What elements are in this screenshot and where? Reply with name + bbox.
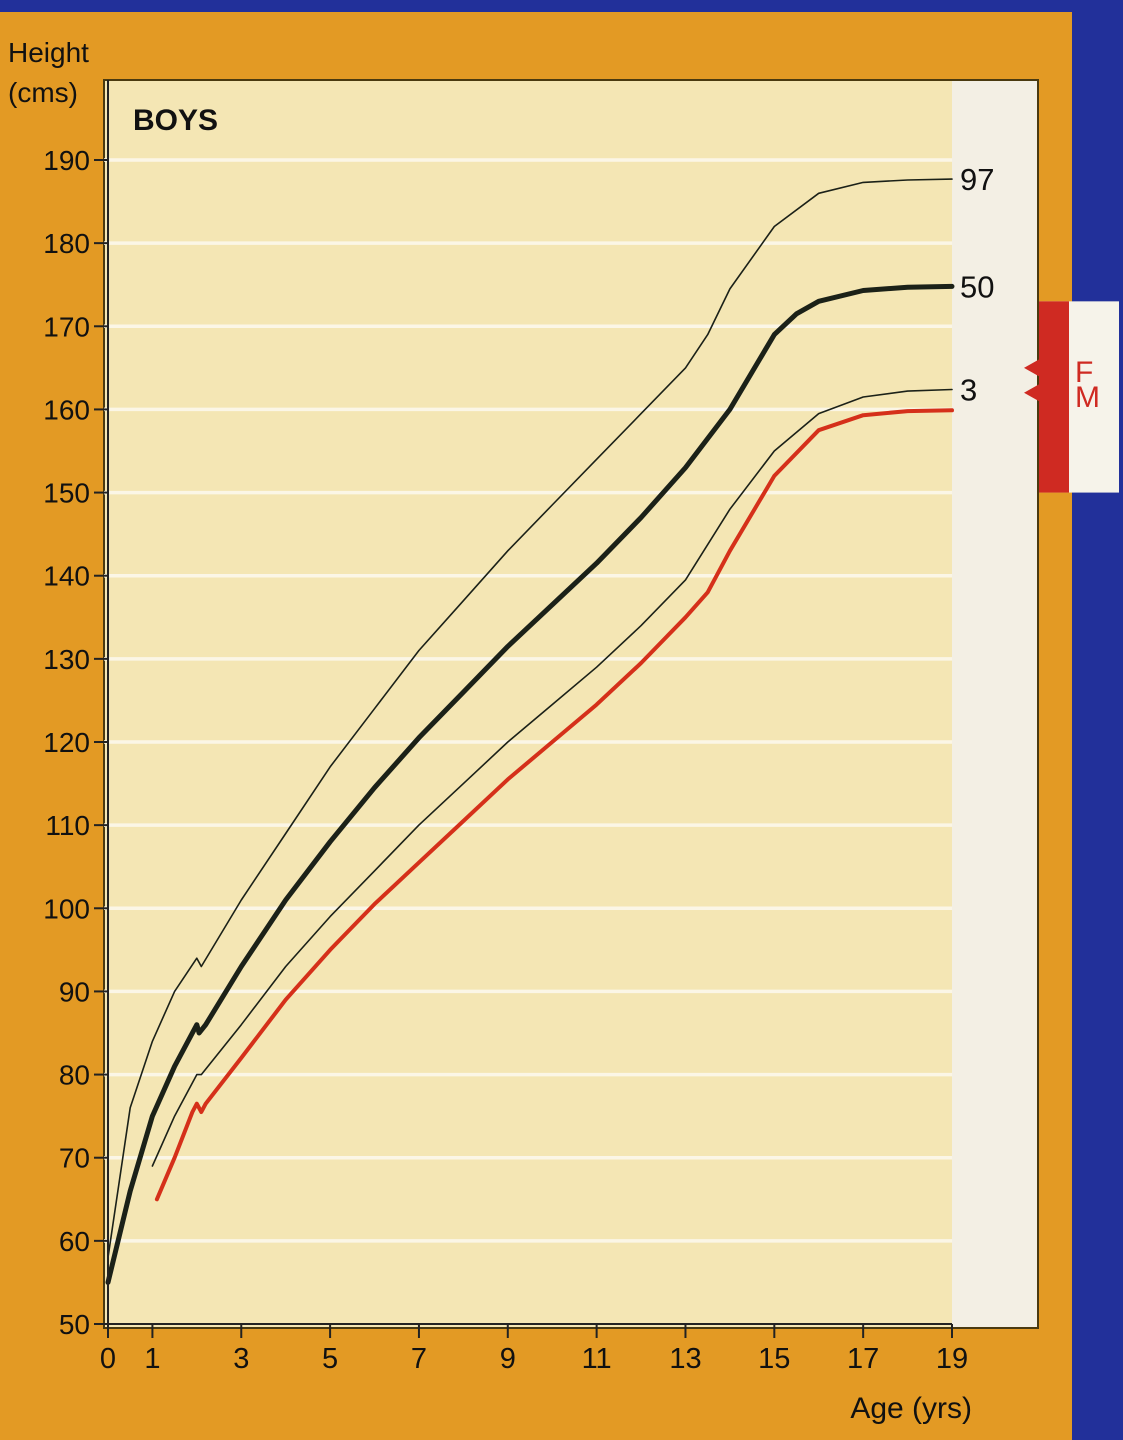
axes: 5060708090100110120130140150160170180190… bbox=[43, 80, 968, 1375]
series-line-red-3 bbox=[154, 408, 954, 1202]
y-tick-label: 130 bbox=[43, 644, 90, 675]
label-panel bbox=[952, 81, 1037, 1327]
x-tick-label: 0 bbox=[100, 1343, 116, 1375]
x-tick-label: 9 bbox=[500, 1343, 516, 1375]
curve-label-3: 3 bbox=[960, 372, 977, 407]
marker-bar bbox=[1039, 301, 1069, 493]
series-line-p50 bbox=[105, 283, 955, 1285]
y-tick-label: 120 bbox=[43, 727, 90, 758]
y-tick-label: 100 bbox=[43, 893, 90, 924]
x-tick-label: 3 bbox=[233, 1343, 249, 1375]
marker-notch bbox=[1024, 383, 1040, 402]
y-tick-label: 90 bbox=[59, 976, 90, 1007]
curve-labels: 97 50 3 bbox=[960, 162, 994, 407]
y-tick-label: 160 bbox=[43, 394, 90, 425]
y-axis-label: Height (cms) bbox=[8, 37, 89, 108]
x-tick-label: 13 bbox=[669, 1343, 701, 1375]
marker-label-F: F bbox=[1075, 356, 1093, 389]
gridlines bbox=[104, 158, 952, 1243]
y-tick-label: 60 bbox=[59, 1226, 90, 1257]
y-tick-label: 170 bbox=[43, 311, 90, 342]
y-tick-label: 80 bbox=[59, 1060, 90, 1091]
x-tick-label: 15 bbox=[758, 1343, 790, 1375]
x-tick-label: 7 bbox=[411, 1343, 427, 1375]
x-tick-label: 17 bbox=[847, 1343, 879, 1375]
x-tick-label: 19 bbox=[936, 1343, 968, 1375]
y-tick-label: 70 bbox=[59, 1143, 90, 1174]
parent-height-marker: FM bbox=[1024, 301, 1119, 493]
x-tick-label: 1 bbox=[144, 1343, 160, 1375]
chart-title: BOYS bbox=[133, 104, 218, 137]
y-tick-label: 50 bbox=[59, 1309, 90, 1340]
marker-notch bbox=[1024, 358, 1040, 377]
x-tick-label: 11 bbox=[582, 1343, 612, 1375]
y-tick-label: 150 bbox=[43, 478, 90, 509]
curve-label-50: 50 bbox=[960, 269, 994, 304]
x-tick-label: 5 bbox=[322, 1343, 338, 1375]
y-tick-label: 180 bbox=[43, 228, 90, 259]
x-axis-label: Age (yrs) bbox=[850, 1392, 972, 1425]
curve-label-97: 97 bbox=[960, 162, 994, 197]
curves bbox=[105, 178, 955, 1285]
marker-label-M: M bbox=[1075, 381, 1100, 414]
series-line-p3 bbox=[151, 388, 953, 1167]
plot-area bbox=[103, 79, 1039, 1329]
y-tick-label: 190 bbox=[43, 145, 90, 176]
series-line-p97 bbox=[107, 178, 953, 1259]
y-tick-label: 140 bbox=[43, 561, 90, 592]
y-tick-label: 110 bbox=[45, 810, 90, 841]
